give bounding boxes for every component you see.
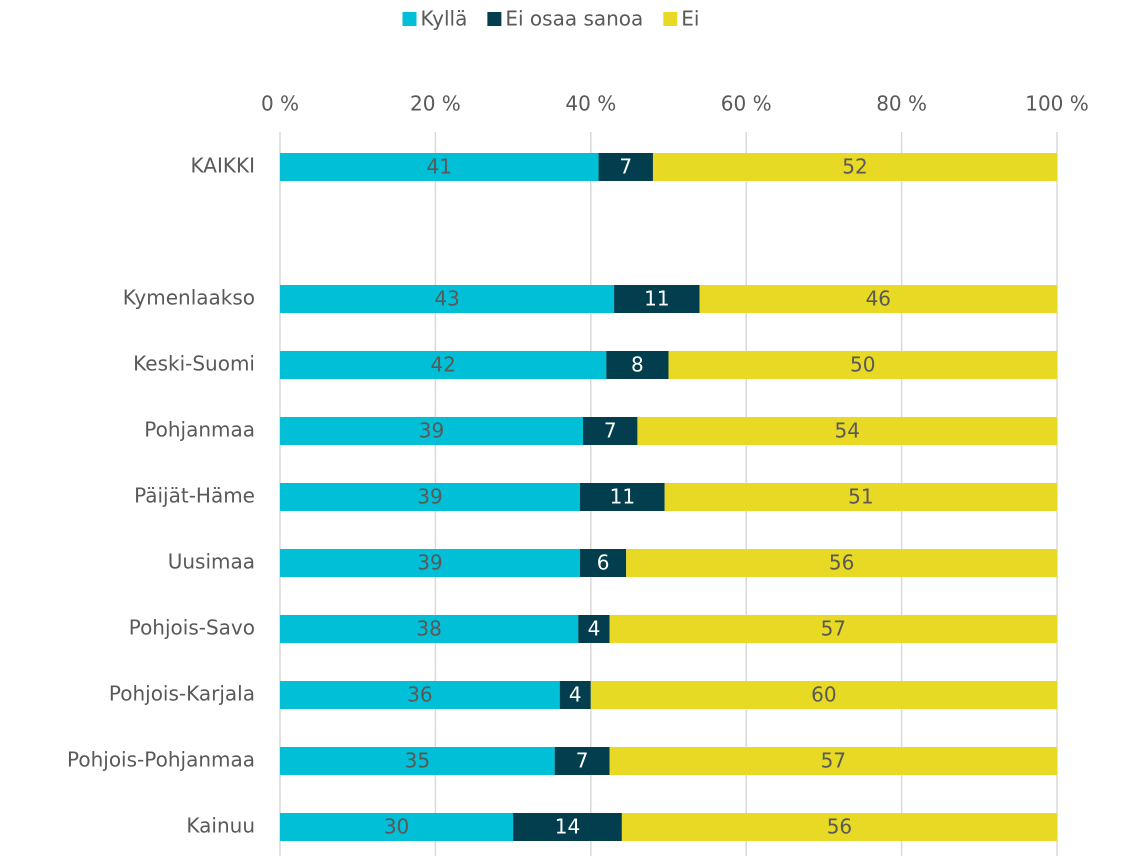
data-label: 35 (405, 749, 430, 773)
bar-segment (280, 549, 581, 577)
data-label: 43 (434, 287, 459, 311)
bar-segment (280, 747, 555, 775)
bar-segment (280, 615, 579, 643)
x-tick-label: 0 % (261, 92, 299, 116)
data-label: 39 (417, 551, 442, 575)
bar-segment (668, 351, 1057, 379)
bar-segment (513, 813, 622, 841)
data-label: 54 (834, 419, 859, 443)
data-label: 42 (430, 353, 455, 377)
y-tick-label: Pohjois-Karjala (109, 682, 255, 706)
y-tick-label: KAIKKI (191, 154, 255, 178)
bar-segment (637, 417, 1057, 445)
y-tick-label: Pohjanmaa (144, 418, 255, 442)
y-tick-label: Kainuu (186, 814, 255, 838)
bar-segment (609, 747, 1057, 775)
bar-segment (699, 285, 1057, 313)
bar-segment (280, 813, 514, 841)
data-label: 56 (829, 551, 854, 575)
legend-label: Ei (681, 7, 699, 31)
legend-label: Kyllä (421, 7, 468, 31)
bar-segment (609, 615, 1057, 643)
data-label: 46 (866, 287, 891, 311)
data-label: 36 (407, 683, 432, 707)
data-label: 4 (588, 617, 601, 641)
data-label: 30 (384, 815, 409, 839)
bar-segment (621, 813, 1057, 841)
data-label: 39 (417, 485, 442, 509)
data-label: 57 (821, 617, 846, 641)
bar-segment (280, 351, 607, 379)
bar-segment (598, 153, 653, 181)
data-label: 11 (610, 485, 635, 509)
data-label: 7 (619, 155, 632, 179)
bar-segment (583, 417, 638, 445)
legend-swatch (402, 12, 417, 26)
bar-segment (554, 747, 610, 775)
data-label: 52 (842, 155, 867, 179)
data-label: 56 (827, 815, 852, 839)
bar-segment (580, 483, 665, 511)
data-label: 8 (631, 353, 644, 377)
y-tick-label: Kymenlaakso (123, 286, 255, 310)
data-label: 14 (555, 815, 580, 839)
x-tick-label: 100 % (1025, 92, 1089, 116)
y-tick-label: Uusimaa (168, 550, 255, 574)
data-label: 11 (644, 287, 669, 311)
y-tick-label: Pohjois-Pohjanmaa (67, 748, 255, 772)
data-label: 7 (576, 749, 589, 773)
bar-segment (280, 153, 599, 181)
y-tick-label: Päijät-Häme (134, 484, 255, 508)
bar-segment (606, 351, 669, 379)
bar-segment (652, 153, 1057, 181)
bar-segment (280, 483, 581, 511)
y-tick-label: Keski-Suomi (133, 352, 255, 376)
data-label: 60 (811, 683, 836, 707)
x-tick-label: 20 % (410, 92, 461, 116)
x-tick-label: 60 % (721, 92, 772, 116)
bar-segment (614, 285, 700, 313)
legend-swatch (663, 12, 678, 26)
bar-segment (626, 549, 1057, 577)
data-label: 4 (569, 683, 582, 707)
bar-segment (590, 681, 1057, 709)
x-tick-label: 80 % (876, 92, 927, 116)
data-label: 41 (427, 155, 452, 179)
legend-label: Ei osaa sanoa (505, 7, 643, 31)
data-label: 39 (419, 419, 444, 443)
x-tick-label: 40 % (565, 92, 616, 116)
y-tick-label: Pohjois-Savo (129, 616, 255, 640)
bar-segment (580, 549, 627, 577)
data-label: 38 (416, 617, 441, 641)
data-label: 51 (848, 485, 873, 509)
data-label: 7 (604, 419, 617, 443)
legend-swatch (487, 12, 502, 26)
data-label: 50 (850, 353, 875, 377)
bar-segment (280, 681, 560, 709)
bar-segment (664, 483, 1057, 511)
data-label: 57 (821, 749, 846, 773)
bar-segment (578, 615, 610, 643)
bar-segment (280, 285, 615, 313)
data-label: 6 (597, 551, 610, 575)
bar-segment (280, 417, 584, 445)
bar-segment (559, 681, 591, 709)
